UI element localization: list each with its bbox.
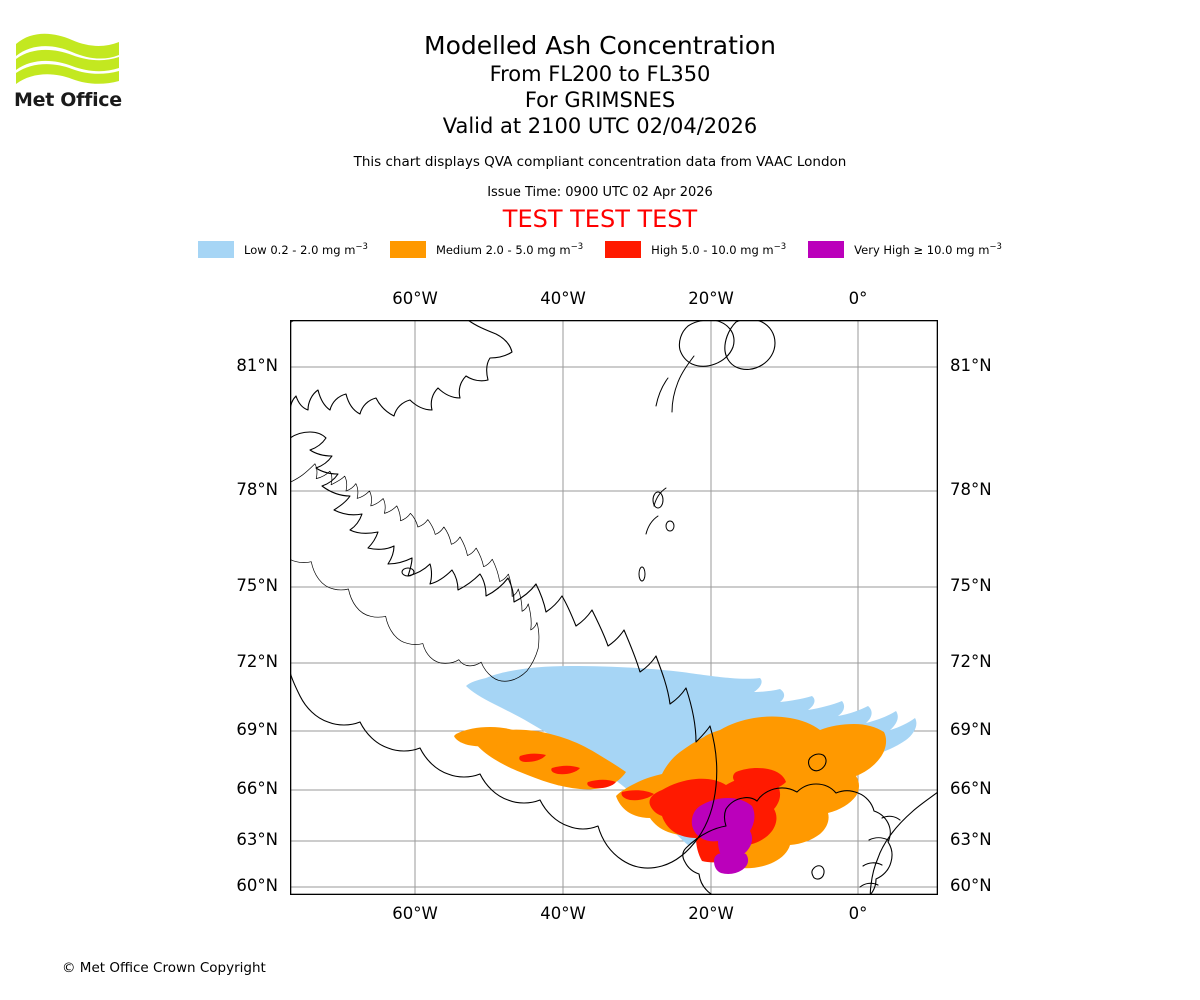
- chart-header: Modelled Ash Concentration From FL200 to…: [0, 0, 1200, 233]
- legend-swatch-low: [198, 241, 235, 258]
- coastline-greenland-main: [290, 320, 718, 869]
- legend-label-low: Low 0.2 - 2.0 mg m−3: [244, 241, 368, 257]
- lat-tick-right-81: 81°N: [950, 356, 992, 375]
- copyright-notice: © Met Office Crown Copyright: [62, 960, 266, 976]
- lon-tick-bottom-20: 20°W: [688, 904, 734, 923]
- logo-text: Met Office: [14, 89, 122, 111]
- ash-contour-high-north: [733, 768, 786, 791]
- lon-tick-bottom-0: 0°: [848, 904, 868, 923]
- lat-tick-left-72: 72°N: [236, 652, 278, 671]
- legend-label-very-high: Very High ≥ 10.0 mg m−3: [854, 241, 1002, 257]
- issue-time: Issue Time: 0900 UTC 02 Apr 2026: [487, 185, 713, 200]
- lon-tick-top-40: 40°W: [540, 289, 586, 308]
- lat-tick-right-63: 63°N: [950, 830, 992, 849]
- coastline-svalbard-east: [724, 320, 776, 370]
- lon-tick-bottom-60: 60°W: [392, 904, 438, 923]
- lon-tick-bottom-40: 40°W: [540, 904, 586, 923]
- legend-item-medium: Medium 2.0 - 5.0 mg m−3: [389, 241, 584, 258]
- lat-tick-right-72: 72°N: [950, 652, 992, 671]
- legend-item-low: Low 0.2 - 2.0 mg m−3: [198, 241, 368, 258]
- concentration-legend: Low 0.2 - 2.0 mg m−3 Medium 2.0 - 5.0 mg …: [0, 241, 1200, 258]
- logo-waves-icon: [16, 33, 119, 84]
- coastline-iceland: [682, 783, 893, 895]
- flight-level-range: From FL200 to FL350: [489, 62, 711, 86]
- lat-tick-left-81: 81°N: [236, 356, 278, 375]
- map-background: [290, 320, 938, 895]
- legend-label-medium: Medium 2.0 - 5.0 mg m−3: [435, 241, 584, 257]
- lat-tick-right-69: 69°N: [950, 720, 992, 739]
- valid-time: Valid at 2100 UTC 02/04/2026: [442, 114, 758, 138]
- volcano-name: For GRIMSNES: [524, 88, 676, 112]
- lat-tick-right-60: 60°N: [950, 876, 992, 895]
- map-frame: [290, 320, 938, 895]
- coastlines: [290, 320, 938, 895]
- lat-tick-left-66: 66°N: [236, 779, 278, 798]
- lat-tick-left-63: 63°N: [236, 830, 278, 849]
- coastline-faroes: [811, 865, 825, 880]
- ash-concentration-map: [290, 320, 938, 895]
- legend-swatch-high: [605, 241, 642, 258]
- coastline-islands: [401, 491, 675, 582]
- legend-item-very-high: Very High ≥ 10.0 mg m−3: [808, 241, 1002, 258]
- ash-contour-medium-tail: [476, 729, 626, 790]
- coastline-greenland-fjords: [645, 355, 695, 535]
- lat-tick-left-60: 60°N: [236, 876, 278, 895]
- legend-swatch-medium: [389, 241, 426, 258]
- lat-tick-right-78: 78°N: [950, 480, 992, 499]
- coastline-greenland: [290, 320, 540, 682]
- ash-contour-medium-tail2: [454, 727, 522, 747]
- page-title: Modelled Ash Concentration: [424, 31, 776, 60]
- ash-contour-very-high: [691, 798, 755, 861]
- legend-label-high: High 5.0 - 10.0 mg m−3: [651, 241, 787, 257]
- lat-tick-left-69: 69°N: [236, 720, 278, 739]
- ash-plume: [454, 666, 917, 874]
- qva-caption: This chart displays QVA compliant concen…: [353, 154, 847, 170]
- legend-swatch-very-high: [808, 241, 845, 258]
- coastline-jan-mayen: [808, 753, 827, 772]
- test-banner: TEST TEST TEST: [502, 205, 698, 233]
- lon-tick-top-0: 0°: [848, 289, 868, 308]
- lat-tick-left-78: 78°N: [236, 480, 278, 499]
- lat-tick-right-75: 75°N: [950, 576, 992, 595]
- ash-contour-very-high-south: [714, 851, 749, 874]
- coastline-norway: [859, 791, 938, 895]
- legend-item-high: High 5.0 - 10.0 mg m−3: [605, 241, 786, 258]
- met-office-logo: Met Office: [14, 28, 124, 113]
- lon-tick-top-60: 60°W: [392, 289, 438, 308]
- lon-tick-top-20: 20°W: [688, 289, 734, 308]
- map-panel: 60°W 40°W 20°W 0° 60°W 40°W 20°W 0° 81°N 78°N 75…: [236, 289, 991, 923]
- lat-tick-left-75: 75°N: [236, 576, 278, 595]
- lat-tick-right-66: 66°N: [950, 779, 992, 798]
